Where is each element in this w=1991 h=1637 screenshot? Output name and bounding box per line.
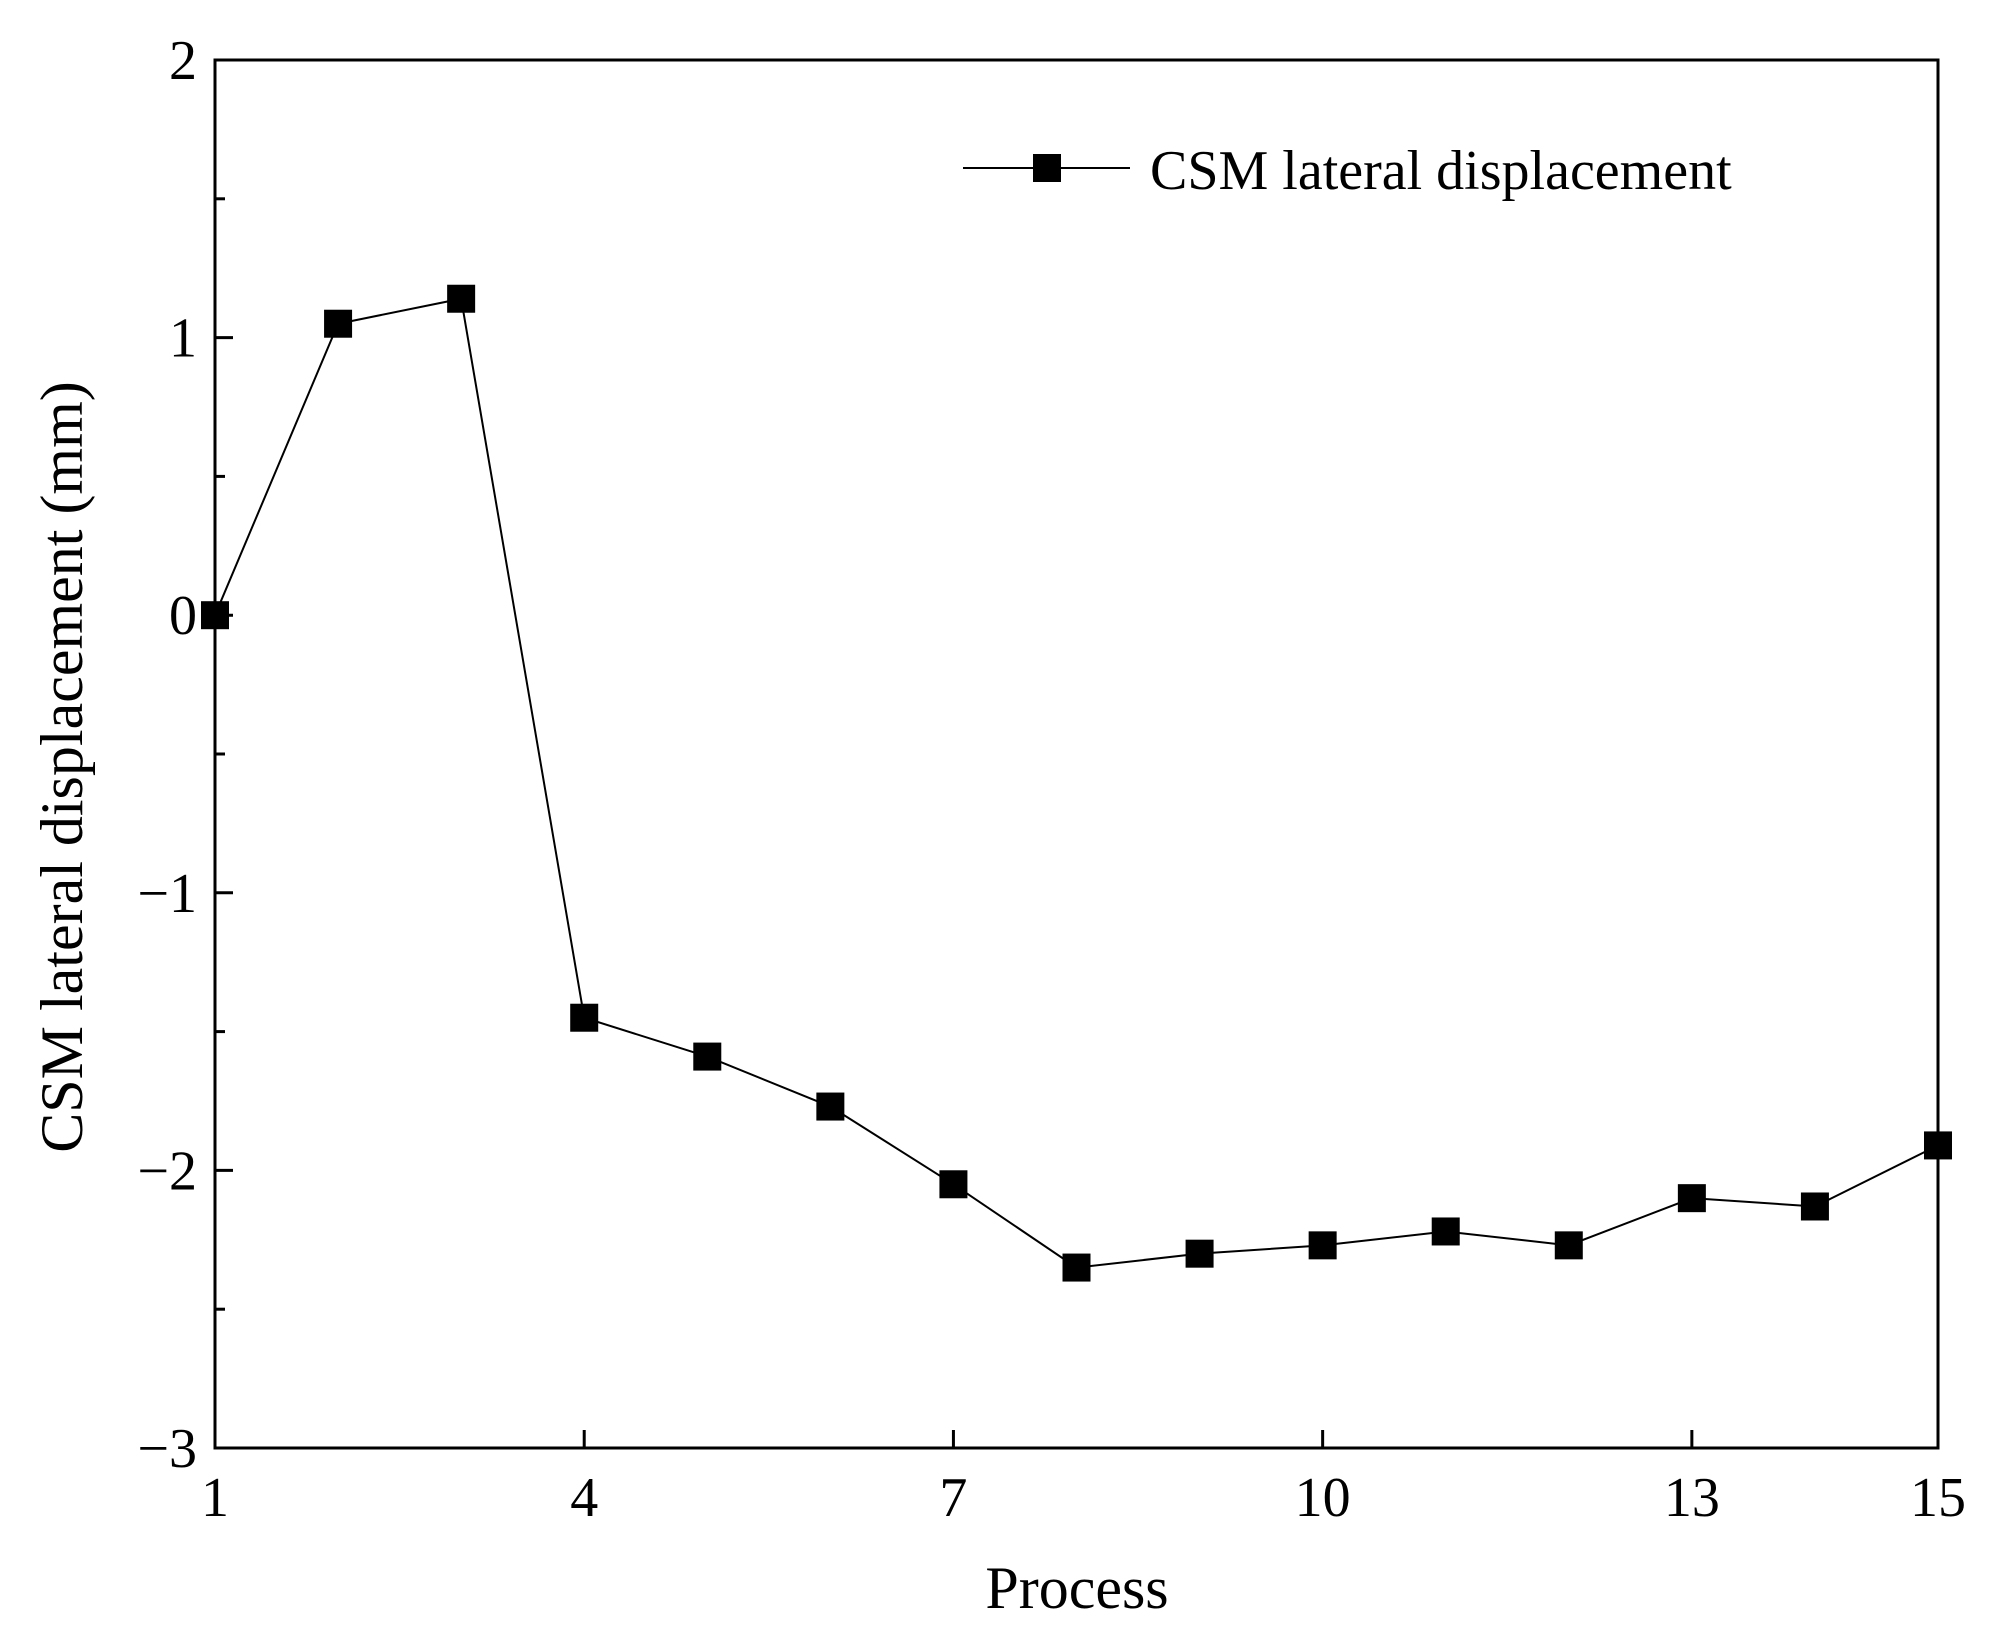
data-point-marker — [693, 1042, 722, 1071]
plot-frame — [213, 58, 1940, 1450]
data-series — [201, 284, 1952, 1282]
x-tick-label: 13 — [1664, 1467, 1720, 1529]
x-tick-label: 4 — [570, 1467, 598, 1529]
data-point-marker — [939, 1170, 968, 1199]
x-tick-label: 10 — [1295, 1467, 1351, 1529]
data-point-marker — [1924, 1131, 1952, 1160]
legend-marker-square — [1033, 154, 1061, 182]
data-point-marker — [1554, 1231, 1583, 1260]
x-tick-label: 15 — [1910, 1467, 1966, 1529]
data-point-marker — [1800, 1192, 1829, 1221]
legend: CSM lateral displacement — [963, 140, 1732, 202]
data-point-marker — [570, 1003, 599, 1032]
y-tick-label: 1 — [169, 308, 197, 370]
x-tick-label: 1 — [201, 1467, 229, 1529]
data-point-marker — [1062, 1253, 1091, 1282]
data-point-marker — [816, 1092, 845, 1121]
y-tick-label: 0 — [169, 585, 197, 647]
series-line — [214, 297, 1939, 1269]
y-axis-title: CSM lateral displacement (mm) — [29, 381, 95, 1152]
data-point-marker — [1677, 1184, 1706, 1213]
data-point-marker — [447, 284, 476, 313]
y-tick-label: −3 — [137, 1418, 197, 1480]
y-tick-label: 2 — [169, 30, 197, 92]
data-point-marker — [1431, 1217, 1460, 1246]
data-point-marker — [324, 309, 353, 338]
y-tick-label: −2 — [137, 1140, 197, 1202]
legend-label: CSM lateral displacement — [1150, 140, 1732, 202]
data-point-marker — [201, 601, 229, 630]
x-axis-title: Process — [985, 1555, 1168, 1621]
x-tick-label: 7 — [939, 1467, 967, 1529]
y-tick-label: −1 — [137, 863, 197, 925]
data-point-marker — [1185, 1239, 1214, 1268]
data-point-marker — [1308, 1231, 1337, 1260]
axis-ticks: 1 4 7 10 13 15 −3 −2 −1 0 1 2 — [137, 30, 1966, 1529]
axes — [213, 58, 1940, 1450]
